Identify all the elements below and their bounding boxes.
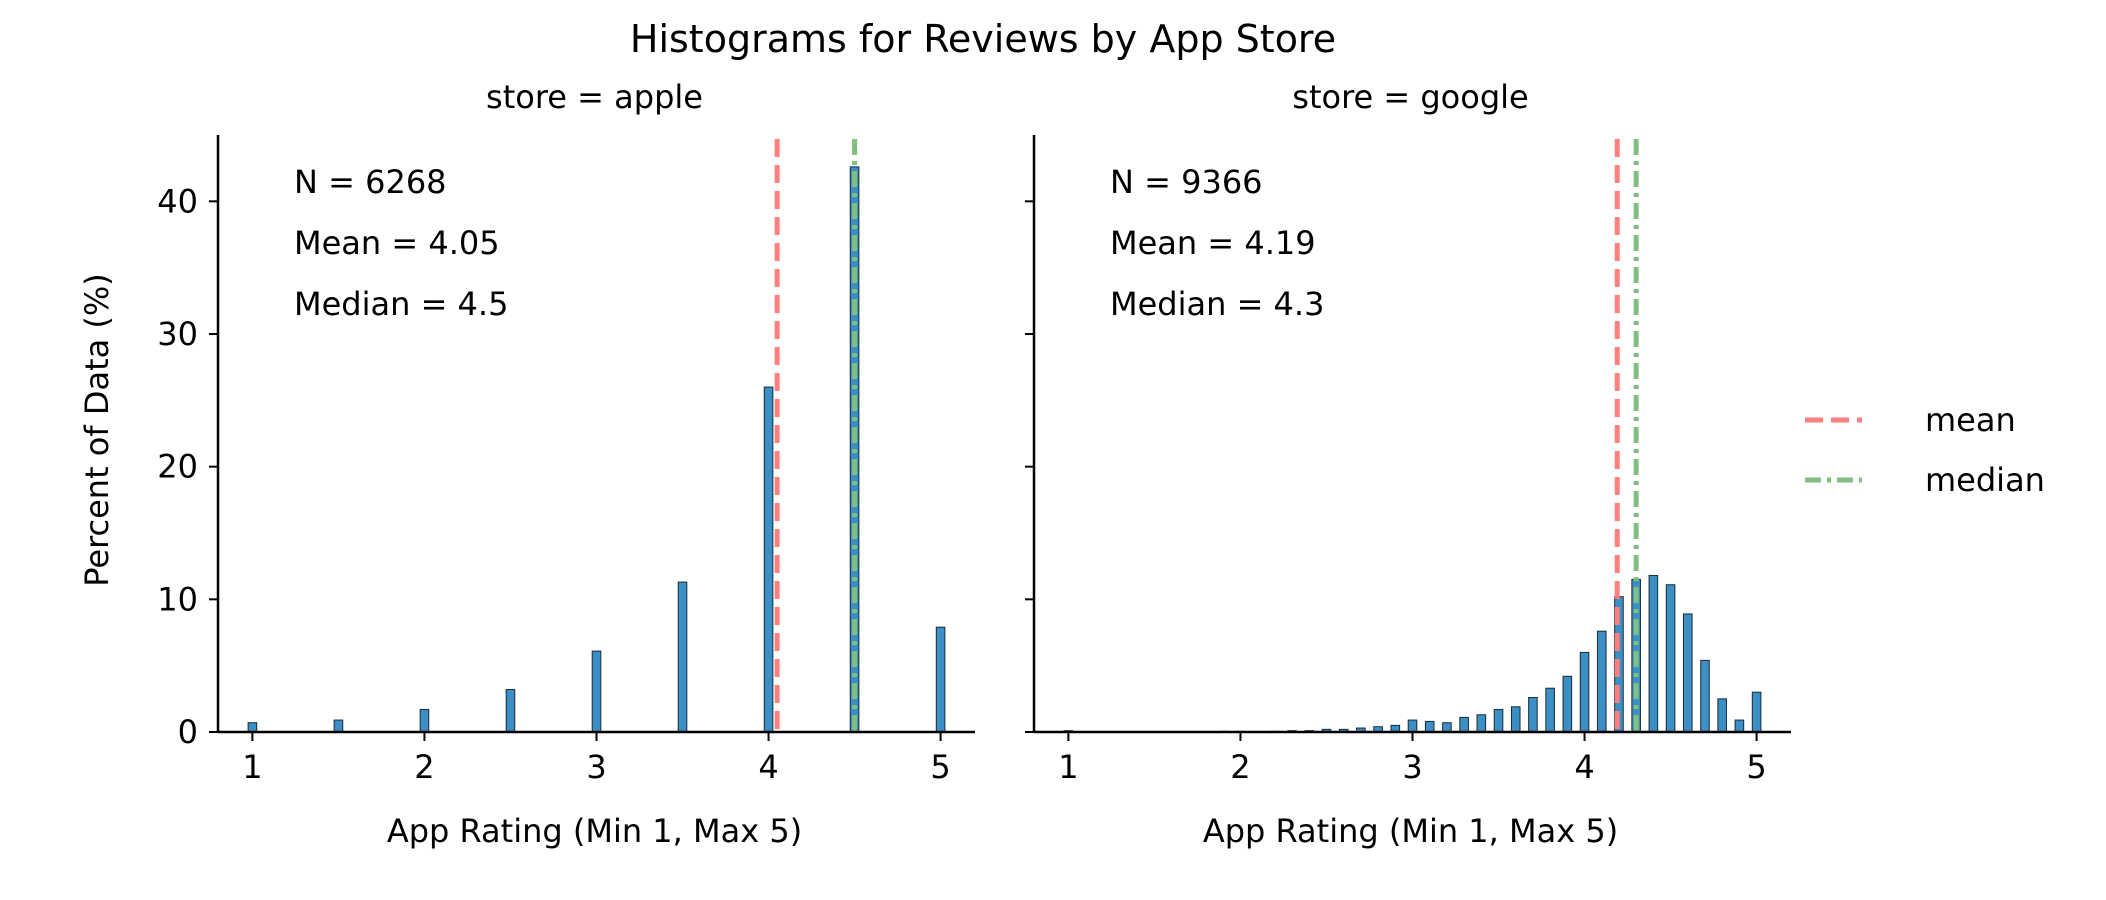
histogram-bar	[1528, 697, 1538, 733]
x-tick-label: 4	[758, 748, 778, 786]
histogram-bar	[1493, 708, 1504, 733]
panel-title: store = google	[1292, 78, 1528, 116]
x-tick-label: 1	[242, 748, 262, 786]
histogram-bar	[591, 650, 602, 733]
panel-title: store = apple	[486, 78, 703, 116]
stats-annotation: Median = 4.5	[294, 285, 508, 323]
histogram-bar	[1510, 706, 1521, 733]
x-tick-label: 5	[930, 748, 950, 786]
stats-annotation: N = 6268	[294, 163, 447, 201]
x-tick-label: 2	[1230, 748, 1250, 786]
histogram-bar	[935, 626, 946, 733]
histogram-bar	[1734, 719, 1745, 733]
histogram-bar	[1648, 574, 1659, 733]
stats-annotation: Mean = 4.19	[1110, 224, 1316, 262]
histogram-bar	[1665, 584, 1676, 733]
y-tick-label: 0	[178, 713, 198, 751]
histogram-bar	[1459, 716, 1469, 733]
histogram-bar	[1545, 687, 1555, 733]
x-tick-label: 4	[1574, 748, 1594, 786]
panel-google: store = google 1 2 3 4 5 App Rating (Min 1, Ma…	[1025, 78, 1791, 850]
figure-title: Histograms for Reviews by App Store	[630, 17, 1336, 61]
legend: mean median	[1805, 401, 2045, 499]
histogram-bar	[505, 689, 516, 733]
x-axis-label: App Rating (Min 1, Max 5)	[387, 812, 802, 850]
y-tick-label: 20	[157, 448, 198, 486]
panel-apple: store = apple 1 2 3 4 5 0 10 20 30 40 App Rating (M…	[157, 78, 975, 850]
y-tick-label: 40	[157, 182, 198, 220]
legend-median-label: median	[1925, 461, 2045, 499]
histogram-bar	[333, 719, 344, 733]
x-tick-label: 5	[1746, 748, 1766, 786]
stats-annotation: N = 9366	[1110, 163, 1263, 201]
histogram-bar	[1717, 698, 1727, 733]
stats-annotation: Mean = 4.05	[294, 224, 500, 262]
histogram-bar	[419, 708, 430, 733]
histogram-bar	[1424, 720, 1435, 733]
histogram-bar	[1442, 722, 1452, 733]
x-tick-label: 1	[1058, 748, 1078, 786]
histogram-bar	[763, 386, 774, 733]
histogram-bar	[1700, 659, 1710, 733]
histogram-bar	[1596, 630, 1607, 733]
legend-mean-label: mean	[1925, 401, 2016, 439]
stats-annotation: Median = 4.3	[1110, 285, 1324, 323]
histogram-bar	[1562, 675, 1573, 733]
x-axis-label: App Rating (Min 1, Max 5)	[1203, 812, 1618, 850]
histogram-bar	[1407, 719, 1418, 733]
x-tick-label: 2	[414, 748, 434, 786]
histogram-bar	[1579, 651, 1590, 733]
histogram-bar	[677, 581, 688, 733]
histogram-bar	[247, 722, 258, 733]
y-axis-label: Percent of Data (%)	[78, 273, 116, 587]
histogram-bar	[1682, 613, 1693, 733]
histogram-bar	[1751, 691, 1762, 733]
y-tick-label: 30	[157, 315, 198, 353]
x-tick-label: 3	[1402, 748, 1422, 786]
y-tick-label: 10	[157, 580, 198, 618]
histogram-bar	[1476, 714, 1487, 733]
x-tick-label: 3	[586, 748, 606, 786]
